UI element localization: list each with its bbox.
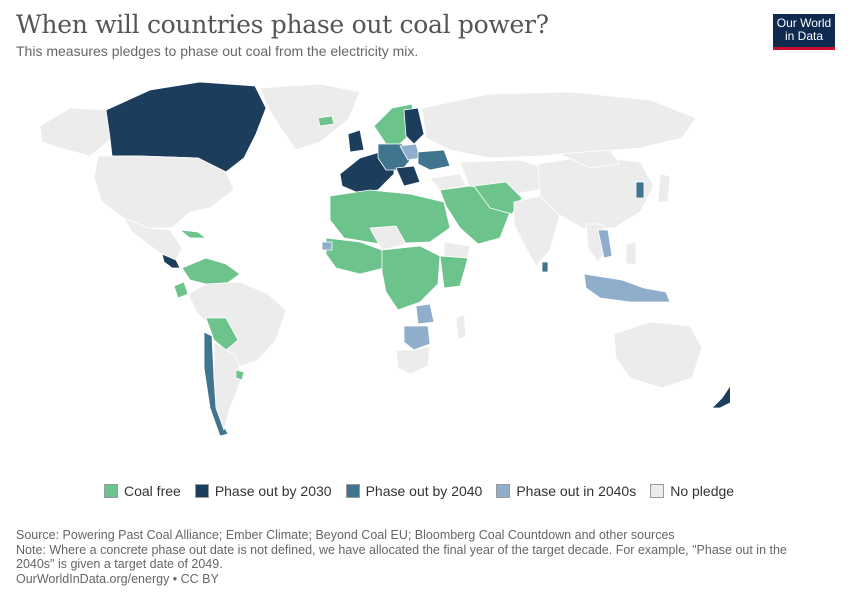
logo-line-2: in Data (784, 29, 824, 43)
region-south-africa[interactable] (395, 345, 431, 375)
note-text-line-2: 2040s" is given a target date of 2049. (16, 557, 223, 571)
region-new-zealand[interactable] (711, 378, 730, 409)
region-mongolia[interactable] (559, 149, 621, 169)
legend-swatch (194, 484, 209, 498)
region-alaska[interactable] (39, 107, 113, 157)
region-japan[interactable] (657, 173, 671, 203)
region-ecuador[interactable] (173, 281, 189, 299)
legend-label: Phase out by 2040 (365, 483, 483, 499)
footer: Source: Powering Past Coal Alliance; Emb… (16, 528, 826, 586)
legend-label: No pledge (670, 483, 735, 499)
region-chile[interactable] (203, 331, 229, 437)
world-map[interactable] (30, 78, 730, 448)
region-west-africa[interactable] (325, 237, 385, 275)
legend: Coal free Phase out by 2030 Phase out by… (104, 483, 748, 499)
legend-label: Phase out in 2040s (516, 483, 637, 499)
legend-item-phase-2040[interactable]: Phase out by 2040 (345, 483, 483, 499)
owid-logo[interactable]: Our World in Data (773, 14, 835, 50)
region-usa[interactable] (93, 155, 235, 229)
region-korea[interactable] (635, 181, 645, 199)
region-russia[interactable] (421, 91, 697, 159)
region-senegal[interactable] (321, 241, 333, 251)
region-greenland[interactable] (259, 83, 361, 151)
region-philippines[interactable] (625, 241, 637, 265)
region-balkans[interactable] (395, 165, 421, 187)
legend-item-coal-free[interactable]: Coal free (104, 483, 181, 499)
region-indonesia[interactable] (583, 273, 671, 303)
region-central-america[interactable] (161, 253, 181, 269)
region-southern-africa[interactable] (403, 325, 431, 351)
legend-label: Phase out by 2030 (214, 483, 332, 499)
legend-item-phase-2030[interactable]: Phase out by 2030 (194, 483, 332, 499)
region-iceland[interactable] (317, 115, 335, 127)
region-central-africa[interactable] (381, 245, 441, 311)
chart-subtitle: This measures pledges to phase out coal … (16, 43, 419, 59)
legend-swatch (650, 484, 665, 498)
region-vietnam[interactable] (597, 229, 613, 259)
region-south-america-north[interactable] (181, 257, 241, 285)
region-horn-africa[interactable] (443, 241, 471, 259)
region-argentina[interactable] (213, 341, 243, 431)
region-finland[interactable] (403, 107, 425, 145)
legend-label: Coal free (124, 483, 181, 499)
logo-line-1: Our World (776, 16, 832, 30)
region-sahel[interactable] (369, 225, 407, 251)
region-bolivia[interactable] (205, 317, 239, 351)
legend-swatch (104, 484, 118, 498)
legend-item-phase-2040s[interactable]: Phase out in 2040s (496, 483, 636, 499)
region-sri-lanka[interactable] (541, 261, 549, 273)
region-australia[interactable] (613, 321, 703, 389)
region-north-africa[interactable] (329, 189, 451, 245)
region-madagascar[interactable] (455, 313, 467, 341)
source-text: Source: Powering Past Coal Alliance; Emb… (16, 528, 675, 542)
region-uk-ireland[interactable] (347, 129, 365, 153)
region-caribbean[interactable] (179, 229, 207, 239)
legend-swatch (345, 484, 360, 498)
legend-item-no-pledge[interactable]: No pledge (650, 483, 734, 499)
region-uruguay[interactable] (235, 369, 245, 381)
region-south-america[interactable] (187, 281, 287, 369)
chart-title: When will countries phase out coal power… (16, 10, 549, 39)
note-text-line-1: Note: Where a concrete phase out date is… (16, 542, 787, 557)
region-east-africa[interactable] (439, 255, 469, 289)
legend-swatch (496, 484, 511, 498)
region-turkey[interactable] (429, 173, 467, 191)
region-zambia[interactable] (415, 303, 435, 325)
region-ukraine[interactable] (417, 149, 451, 171)
credit-link[interactable]: OurWorldInData.org/energy • CC BY (16, 571, 219, 586)
